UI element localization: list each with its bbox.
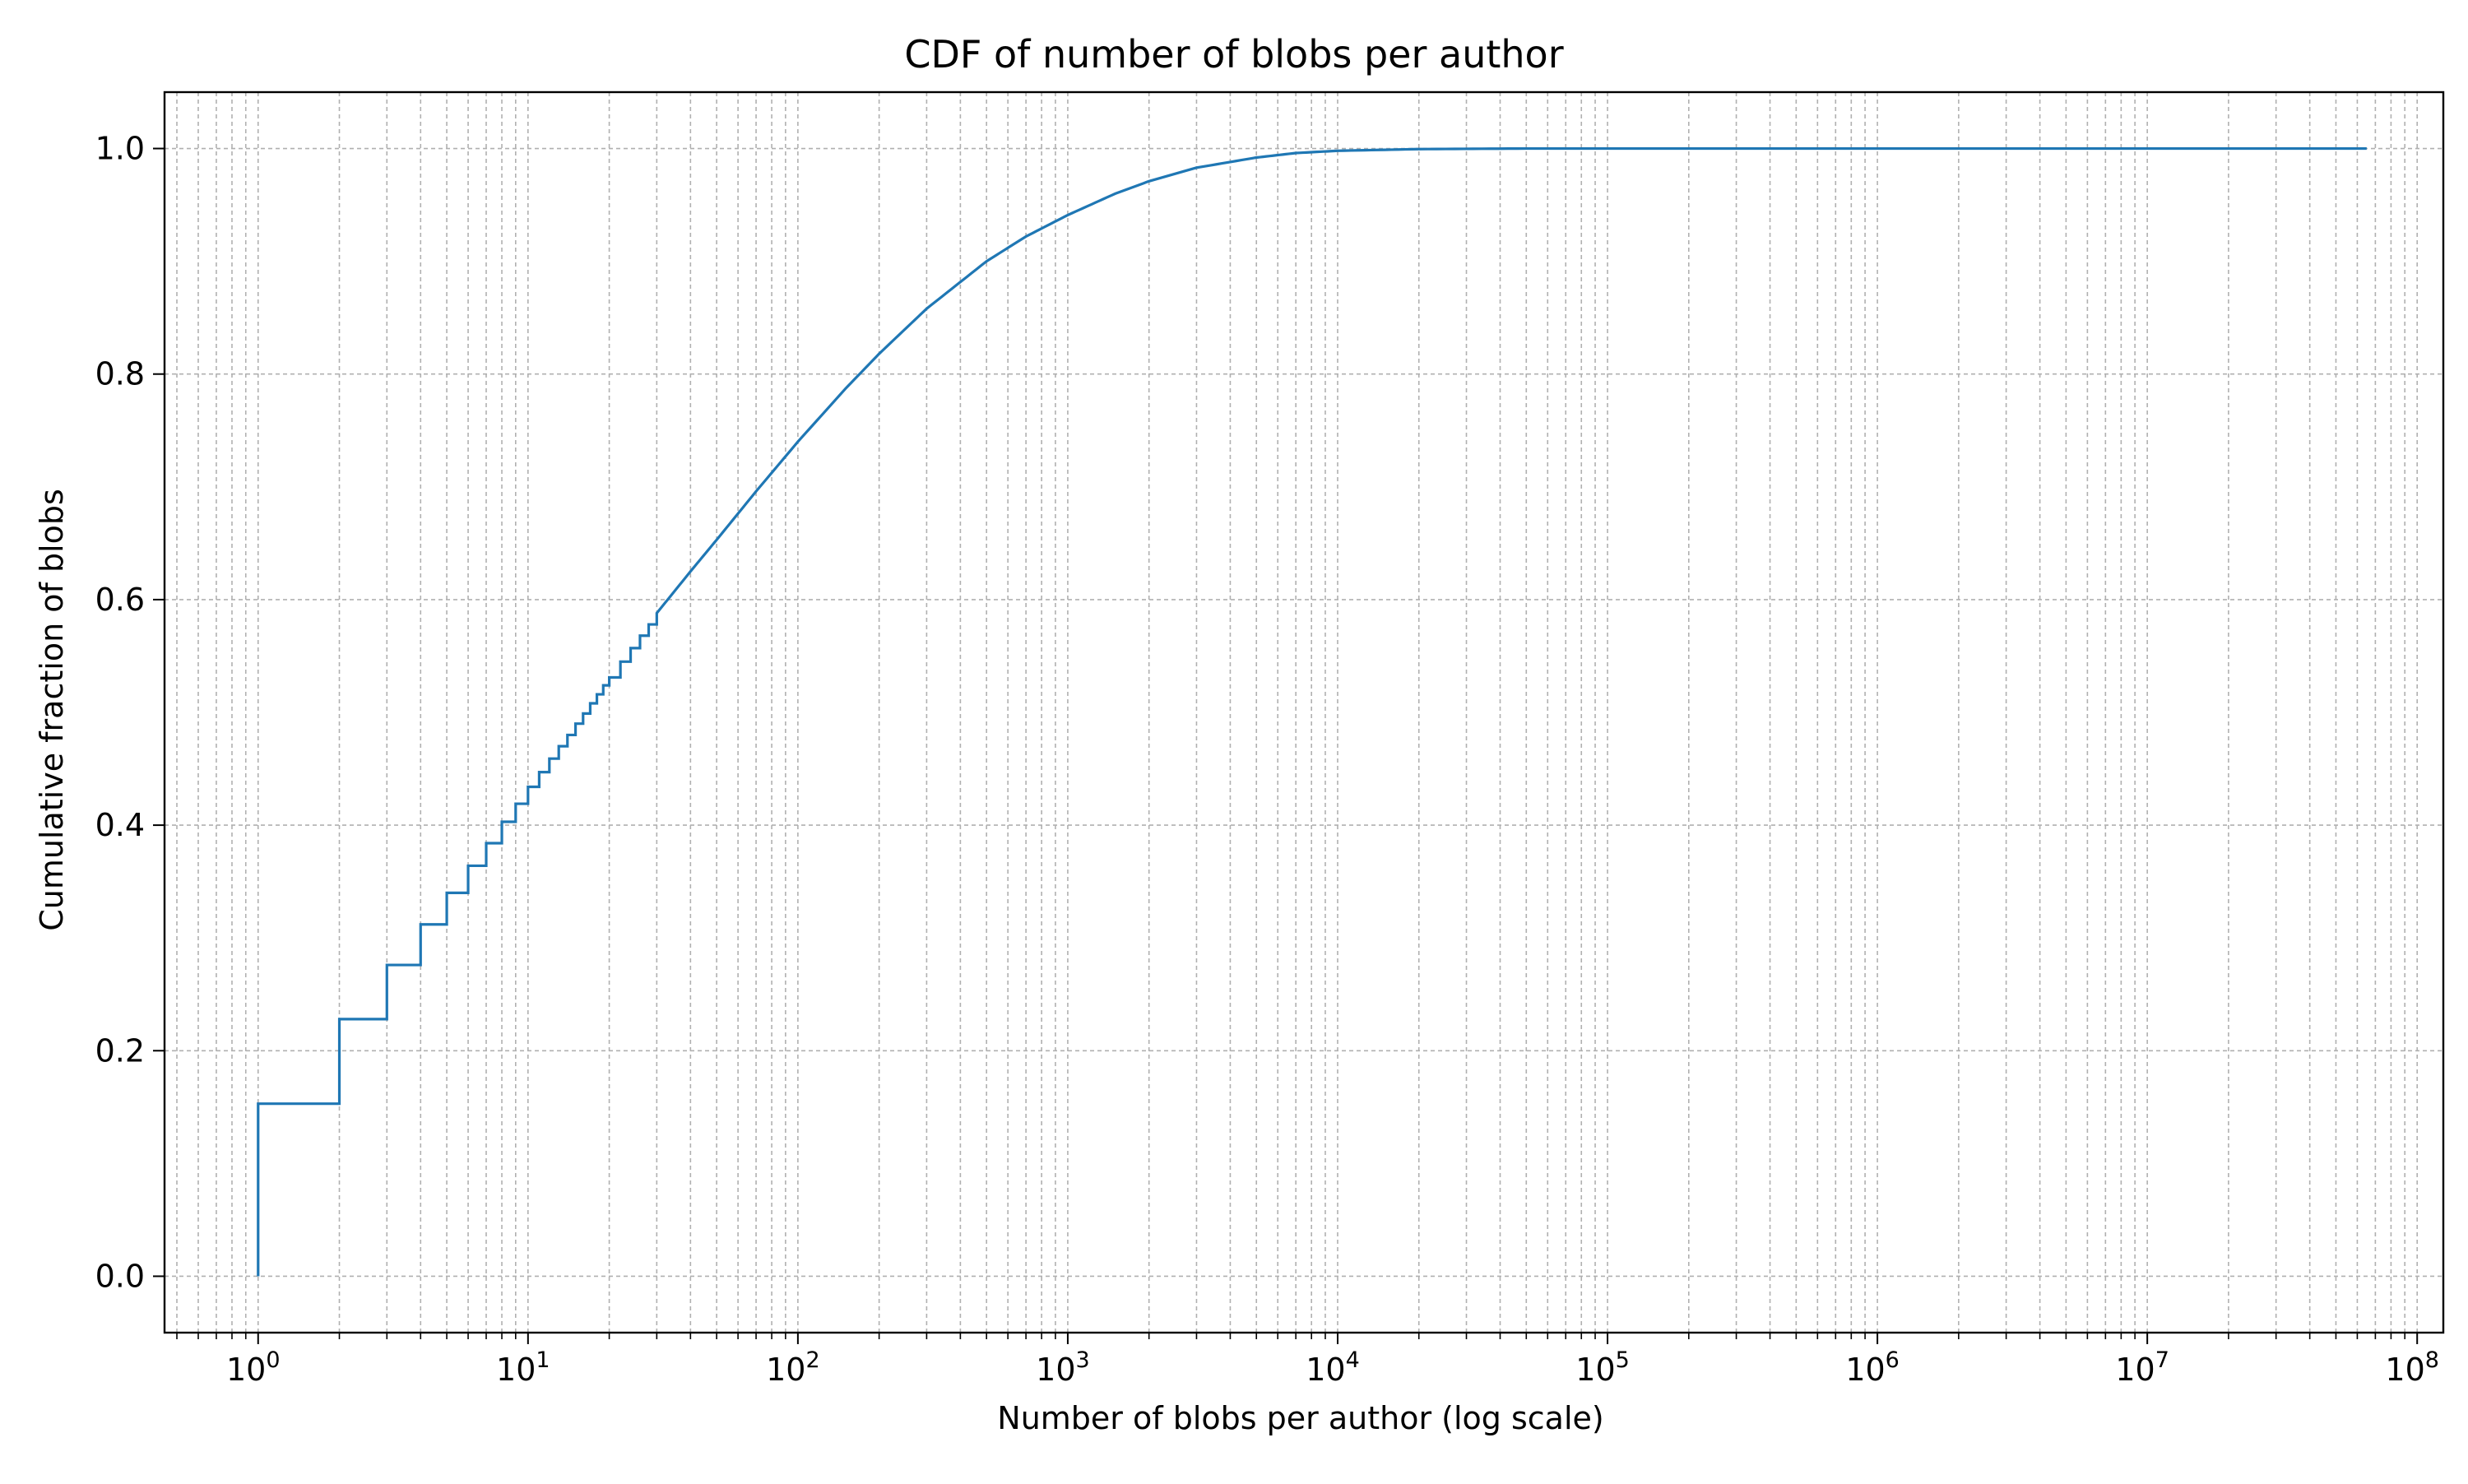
y-tick-label: 0.4 — [95, 807, 145, 843]
grid-lines — [165, 92, 2443, 1333]
x-tick-label: 107 — [2115, 1347, 2169, 1388]
y-tick-label: 0.0 — [95, 1258, 145, 1294]
x-tick-label: 100 — [226, 1347, 281, 1388]
y-tick-label: 0.8 — [95, 356, 145, 392]
axes: 100 101 102 103 104 105 106 107 108 0.0 0.2 0.4 0.6 0… — [95, 90, 2445, 1388]
y-tick-label: 0.6 — [95, 582, 145, 618]
x-tick-label: 104 — [1306, 1347, 1360, 1388]
y-axis-label: Cumulative fraction of blobs — [34, 489, 70, 931]
x-tick-label: 102 — [766, 1347, 820, 1388]
chart-title: CDF of number of blobs per author — [904, 32, 1563, 77]
x-tick-label: 105 — [1575, 1347, 1630, 1388]
y-tick-label: 0.2 — [95, 1032, 145, 1069]
x-tick-label: 103 — [1036, 1347, 1090, 1388]
x-tick-label: 108 — [2385, 1347, 2439, 1388]
x-tick-label: 101 — [496, 1347, 550, 1388]
x-tick-label: 106 — [1845, 1347, 1900, 1388]
plot-frame — [163, 90, 2445, 1334]
series-line — [257, 146, 2367, 1277]
series-layer — [257, 146, 2367, 1277]
x-axis-label: Number of blobs per author (log scale) — [997, 1400, 1603, 1436]
y-tick-label: 1.0 — [95, 131, 145, 167]
